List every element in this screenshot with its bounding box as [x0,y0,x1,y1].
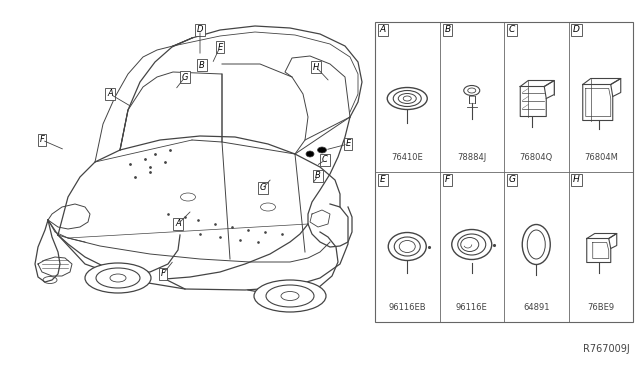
Text: F: F [445,176,450,185]
Text: H: H [313,62,319,71]
Text: B: B [315,171,321,180]
Ellipse shape [306,151,314,157]
Text: D: D [573,26,580,35]
Text: A: A [380,26,386,35]
Text: F: F [40,135,44,144]
Text: 78884J: 78884J [457,153,486,162]
Text: E: E [380,176,386,185]
Ellipse shape [317,147,326,153]
Text: C: C [322,155,328,164]
Text: B: B [199,61,205,70]
Text: 76804M: 76804M [584,153,618,162]
Text: D: D [196,26,204,35]
Ellipse shape [260,203,275,211]
Text: H: H [573,176,580,185]
Text: E: E [346,140,351,148]
Text: R767009J: R767009J [583,344,630,354]
Text: G: G [509,176,515,185]
Text: 76804Q: 76804Q [520,153,553,162]
Text: 96116EB: 96116EB [388,303,426,312]
Ellipse shape [85,263,151,293]
Text: G: G [260,183,266,192]
Text: E: E [218,42,223,51]
Text: 76BE9: 76BE9 [587,303,614,312]
Text: G: G [182,73,188,81]
Bar [375,22,633,322]
Text: B: B [444,26,451,35]
Text: A: A [107,90,113,99]
Text: 64891: 64891 [523,303,550,312]
Text: C: C [509,26,515,35]
Text: 76410E: 76410E [392,153,423,162]
Ellipse shape [180,193,195,201]
Text: A: A [175,219,181,228]
Ellipse shape [254,280,326,312]
Text: 96116E: 96116E [456,303,488,312]
Text: F: F [161,269,165,279]
